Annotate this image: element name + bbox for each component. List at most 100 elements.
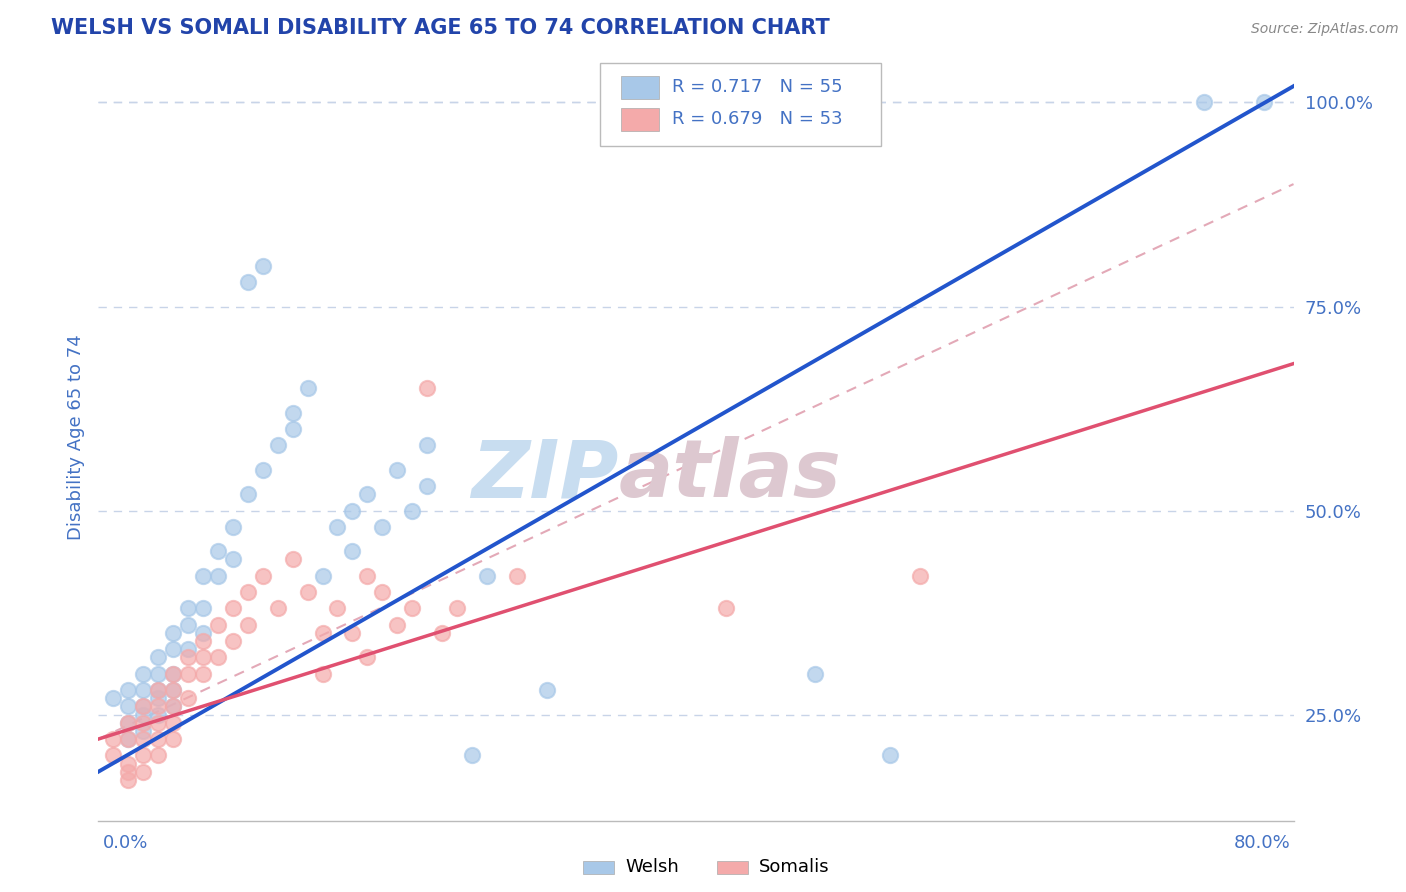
Point <box>162 699 184 714</box>
Point <box>536 683 558 698</box>
Point <box>236 617 259 632</box>
Point <box>297 585 319 599</box>
Point <box>132 715 155 730</box>
Point <box>148 732 170 747</box>
Point <box>148 683 170 698</box>
Text: Welsh: Welsh <box>626 858 679 877</box>
Point <box>356 487 378 501</box>
Point <box>103 748 125 763</box>
Point <box>148 748 170 763</box>
Point <box>207 617 229 632</box>
Point <box>117 715 139 730</box>
Point <box>103 691 125 706</box>
Point <box>162 732 184 747</box>
Point <box>191 626 214 640</box>
Point <box>117 756 139 771</box>
Point <box>416 381 439 395</box>
Point <box>132 764 155 779</box>
Point <box>162 642 184 657</box>
Point <box>148 683 170 698</box>
Point <box>416 479 439 493</box>
Point <box>117 732 139 747</box>
Point <box>117 715 139 730</box>
Point <box>162 666 184 681</box>
Point <box>326 601 349 615</box>
Point <box>342 544 364 558</box>
Point <box>191 666 214 681</box>
Point <box>342 503 364 517</box>
Point <box>162 626 184 640</box>
Point <box>446 601 468 615</box>
Point <box>177 601 200 615</box>
Point <box>236 585 259 599</box>
Point <box>117 764 139 779</box>
Point <box>281 422 304 436</box>
Point <box>326 520 349 534</box>
Point <box>311 626 333 640</box>
Point <box>416 438 439 452</box>
Text: ZIP: ZIP <box>471 436 619 515</box>
Point <box>461 748 484 763</box>
Point <box>356 650 378 665</box>
Point <box>148 691 170 706</box>
Point <box>191 601 214 615</box>
Point <box>236 275 259 289</box>
Point <box>132 707 155 722</box>
Point <box>207 544 229 558</box>
Point <box>385 617 409 632</box>
Point <box>1192 95 1215 110</box>
Point <box>117 772 139 787</box>
Text: Somalis: Somalis <box>759 858 830 877</box>
Point <box>222 601 245 615</box>
Point <box>222 552 245 566</box>
Point <box>371 520 394 534</box>
Point <box>117 699 139 714</box>
Point <box>252 569 274 583</box>
Point <box>132 666 155 681</box>
Point <box>267 438 290 452</box>
Point <box>162 699 184 714</box>
Point <box>162 683 184 698</box>
Point <box>207 569 229 583</box>
Point <box>222 520 245 534</box>
Point <box>908 569 931 583</box>
Point <box>430 626 453 640</box>
Point <box>267 601 290 615</box>
Text: R = 0.679   N = 53: R = 0.679 N = 53 <box>672 111 842 128</box>
Point <box>117 683 139 698</box>
Point <box>385 463 409 477</box>
Point <box>191 650 214 665</box>
FancyBboxPatch shape <box>620 108 659 131</box>
Text: 0.0%: 0.0% <box>103 834 148 852</box>
Point <box>281 406 304 420</box>
Point <box>148 650 170 665</box>
Point <box>506 569 529 583</box>
Point <box>132 748 155 763</box>
Point <box>252 463 274 477</box>
Point <box>297 381 319 395</box>
Text: Source: ZipAtlas.com: Source: ZipAtlas.com <box>1251 22 1399 37</box>
Point <box>311 569 333 583</box>
Point <box>207 650 229 665</box>
Point <box>177 650 200 665</box>
Point <box>371 585 394 599</box>
Point <box>148 699 170 714</box>
Point <box>311 666 333 681</box>
FancyBboxPatch shape <box>620 76 659 99</box>
Point <box>148 707 170 722</box>
Point <box>132 699 155 714</box>
Point <box>879 748 901 763</box>
Point <box>162 715 184 730</box>
Point <box>103 732 125 747</box>
Point <box>401 503 423 517</box>
Point <box>236 487 259 501</box>
Point <box>117 732 139 747</box>
Point <box>132 732 155 747</box>
Point <box>132 723 155 738</box>
Point <box>177 642 200 657</box>
Text: 80.0%: 80.0% <box>1234 834 1291 852</box>
Point <box>148 666 170 681</box>
Point <box>148 715 170 730</box>
Point <box>1253 95 1275 110</box>
Point <box>191 569 214 583</box>
